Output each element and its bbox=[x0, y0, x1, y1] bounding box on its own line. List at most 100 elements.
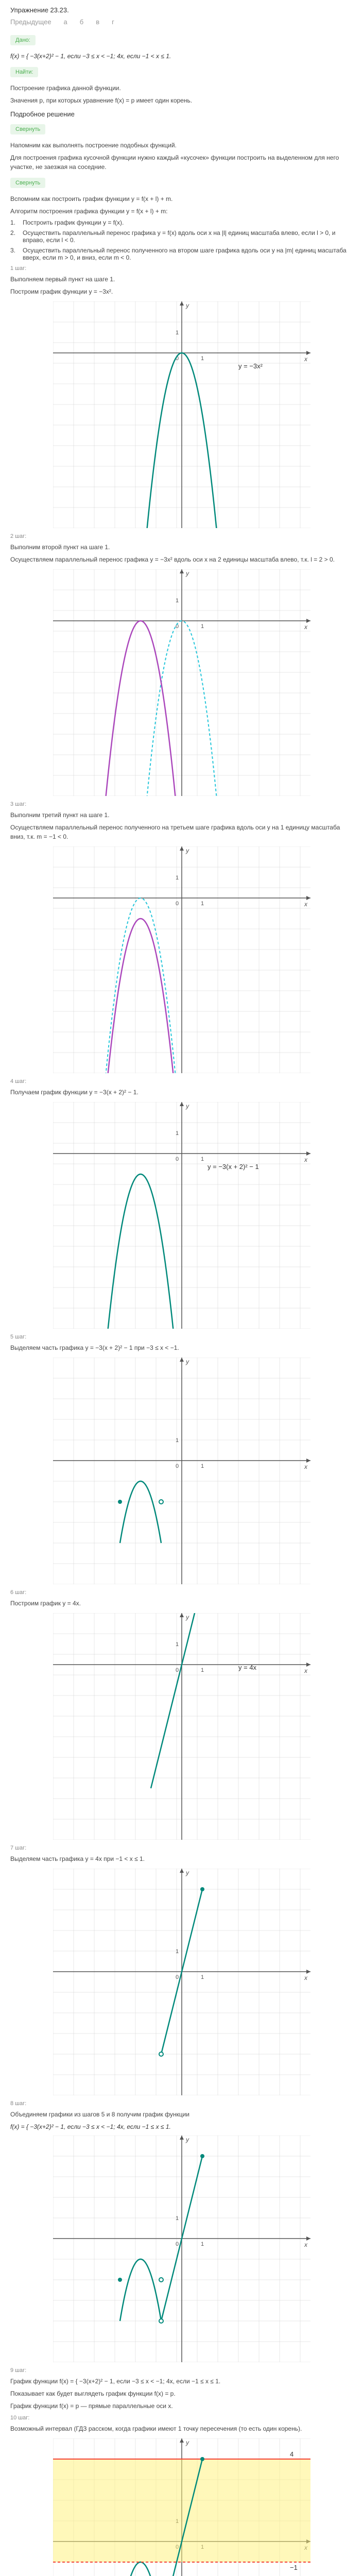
svg-text:x: x bbox=[304, 355, 308, 363]
svg-text:x: x bbox=[304, 2241, 308, 2248]
intro-1: Напомним как выполнять построение подобн… bbox=[10, 141, 353, 150]
graph-6: 011xy y = 4x bbox=[10, 1613, 353, 1840]
step-2-label: 2 шаг: bbox=[10, 533, 353, 539]
find-text-2: Значения p, при которых уравнение f(x) =… bbox=[10, 96, 353, 105]
step-2-desc: Выполним второй пункт на шаге 1. bbox=[10, 543, 353, 552]
dano-label: Дано: bbox=[10, 35, 36, 45]
graph-2: 011xy bbox=[10, 569, 353, 796]
svg-text:0: 0 bbox=[176, 901, 179, 907]
step-3-sub: Осуществляем параллельный перенос получе… bbox=[10, 823, 353, 841]
svg-text:1: 1 bbox=[201, 1463, 204, 1469]
hint-label-2[interactable]: Свернуть bbox=[10, 178, 45, 188]
svg-text:1: 1 bbox=[201, 623, 204, 630]
graph-1: 011xy y = −3x² bbox=[10, 301, 353, 528]
algo-step-2: 2. Осуществить параллельный перенос граф… bbox=[10, 229, 353, 244]
nav-v[interactable]: в bbox=[96, 18, 99, 26]
svg-text:y: y bbox=[185, 847, 189, 854]
svg-text:x: x bbox=[304, 1156, 308, 1163]
graph-1-eq: y = −3x² bbox=[238, 362, 263, 370]
svg-text:0: 0 bbox=[176, 2241, 179, 2247]
step-num: 1. bbox=[10, 219, 19, 226]
nav-b[interactable]: б bbox=[80, 18, 83, 26]
svg-text:1: 1 bbox=[176, 598, 179, 604]
svg-text:y: y bbox=[185, 570, 189, 577]
exercise-title: Упражнение 23.23. bbox=[10, 6, 353, 14]
svg-text:0: 0 bbox=[176, 1667, 179, 1673]
step-8-label: 8 шаг: bbox=[10, 2100, 353, 2107]
step-2-sub: Осуществляем параллельный перенос график… bbox=[10, 555, 353, 564]
svg-text:y: y bbox=[185, 1103, 189, 1110]
graph-5: 0 1 1 x y bbox=[10, 1358, 353, 1584]
step-num: 3. bbox=[10, 247, 19, 261]
step-1-desc: Выполняем первый пункт на шаге 1. bbox=[10, 275, 353, 284]
svg-text:x: x bbox=[304, 901, 308, 908]
nav-a[interactable]: а bbox=[64, 18, 67, 26]
svg-text:x: x bbox=[304, 1463, 308, 1470]
svg-text:1: 1 bbox=[201, 2241, 204, 2247]
svg-text:1: 1 bbox=[201, 1974, 204, 1980]
svg-text:0: 0 bbox=[176, 1463, 179, 1469]
step-8-formula: f(x) = { −3(x+2)² − 1, если −3 ≤ x < −1;… bbox=[10, 2123, 353, 2130]
svg-text:4: 4 bbox=[290, 2450, 293, 2458]
step-4-desc: Получаем график функции y = −3(x + 2)² −… bbox=[10, 1088, 353, 1097]
graph-8: 011xy bbox=[10, 2136, 353, 2362]
svg-text:1: 1 bbox=[176, 330, 179, 336]
svg-text:y: y bbox=[185, 1869, 189, 1876]
svg-text:y: y bbox=[185, 1614, 189, 1621]
step-5-label: 5 шаг: bbox=[10, 1334, 353, 1340]
graph-3: 011xy bbox=[10, 846, 353, 1073]
algo-step-3: 3. Осуществить параллельный перенос полу… bbox=[10, 247, 353, 261]
step-9-desc1: График функции f(x) = { −3(x+2)² − 1, ес… bbox=[10, 2377, 353, 2386]
step-10-desc: Возможный интервал (ГДЗ расском, когда г… bbox=[10, 2424, 353, 2433]
step-text: Построить график функции y = f(x). bbox=[23, 219, 124, 226]
step-6-desc: Построим график y = 4x. bbox=[10, 1599, 353, 1608]
step-5-desc: Выделяем часть графика y = −3(x + 2)² − … bbox=[10, 1343, 353, 1352]
method-title: Вспомним как построить график функции y … bbox=[10, 194, 353, 204]
step-4-label: 4 шаг: bbox=[10, 1078, 353, 1084]
step-9-desc2: Показывает как будет выглядеть график фу… bbox=[10, 2389, 353, 2398]
step-8-desc: Объединяем графики из шагов 5 и 8 получи… bbox=[10, 2110, 353, 2119]
naiti-label: Найти: bbox=[10, 67, 38, 77]
nav-bar: Предыдущее а б в г bbox=[10, 18, 353, 26]
svg-text:1: 1 bbox=[201, 1667, 204, 1673]
hint-label[interactable]: Свернуть bbox=[10, 124, 45, 134]
svg-text:1: 1 bbox=[176, 1130, 179, 1137]
intro-2: Для построения графика кусочной функции … bbox=[10, 153, 353, 172]
step-9-label: 9 шаг: bbox=[10, 2367, 353, 2374]
svg-text:y: y bbox=[185, 1358, 189, 1365]
graph-10: 011xy 4 −1 bbox=[10, 2438, 353, 2576]
svg-text:y: y bbox=[185, 2136, 189, 2143]
step-7-desc: Выделяем часть графика y = 4x при −1 < x… bbox=[10, 1854, 353, 1863]
svg-text:0: 0 bbox=[176, 1974, 179, 1980]
find-text-1: Построение графика данной функции. bbox=[10, 83, 353, 93]
algo-step-1: 1. Построить график функции y = f(x). bbox=[10, 219, 353, 226]
step-1-sub: Построим график функции y = −3x². bbox=[10, 287, 353, 296]
svg-text:y: y bbox=[185, 302, 189, 309]
step-3-label: 3 шаг: bbox=[10, 801, 353, 807]
graph-6-eq: y = 4x bbox=[238, 1664, 257, 1671]
svg-text:1: 1 bbox=[176, 1437, 179, 1444]
svg-text:−1: −1 bbox=[290, 2564, 298, 2571]
step-9-desc3: График функции f(x) = p — прямые паралле… bbox=[10, 2401, 353, 2411]
svg-text:x: x bbox=[304, 623, 308, 631]
step-text: Осуществить параллельный перенос получен… bbox=[23, 247, 353, 261]
svg-text:1: 1 bbox=[201, 355, 204, 362]
svg-text:1: 1 bbox=[201, 1156, 204, 1162]
svg-text:0: 0 bbox=[176, 1156, 179, 1162]
graph-4: 0 1 1 x y y = −3(x + 2)² − 1 bbox=[10, 1102, 353, 1329]
step-7-label: 7 шаг: bbox=[10, 1845, 353, 1851]
method-intro: Алгоритм построения графика функции y = … bbox=[10, 207, 353, 216]
nav-prev[interactable]: Предыдущее bbox=[10, 18, 51, 26]
step-10-label: 10 шаг: bbox=[10, 2415, 353, 2421]
svg-text:y: y bbox=[185, 2439, 189, 2446]
step-num: 2. bbox=[10, 229, 19, 244]
svg-text:x: x bbox=[304, 1974, 308, 1981]
svg-text:x: x bbox=[304, 1667, 308, 1674]
solution-title: Подробное решение bbox=[10, 110, 353, 118]
step-6-label: 6 шаг: bbox=[10, 1589, 353, 1596]
svg-text:1: 1 bbox=[176, 875, 179, 881]
graph-4-eq: y = −3(x + 2)² − 1 bbox=[208, 1163, 259, 1171]
nav-g[interactable]: г bbox=[112, 18, 114, 26]
step-text: Осуществить параллельный перенос графика… bbox=[23, 229, 353, 244]
svg-text:1: 1 bbox=[176, 1948, 179, 1955]
